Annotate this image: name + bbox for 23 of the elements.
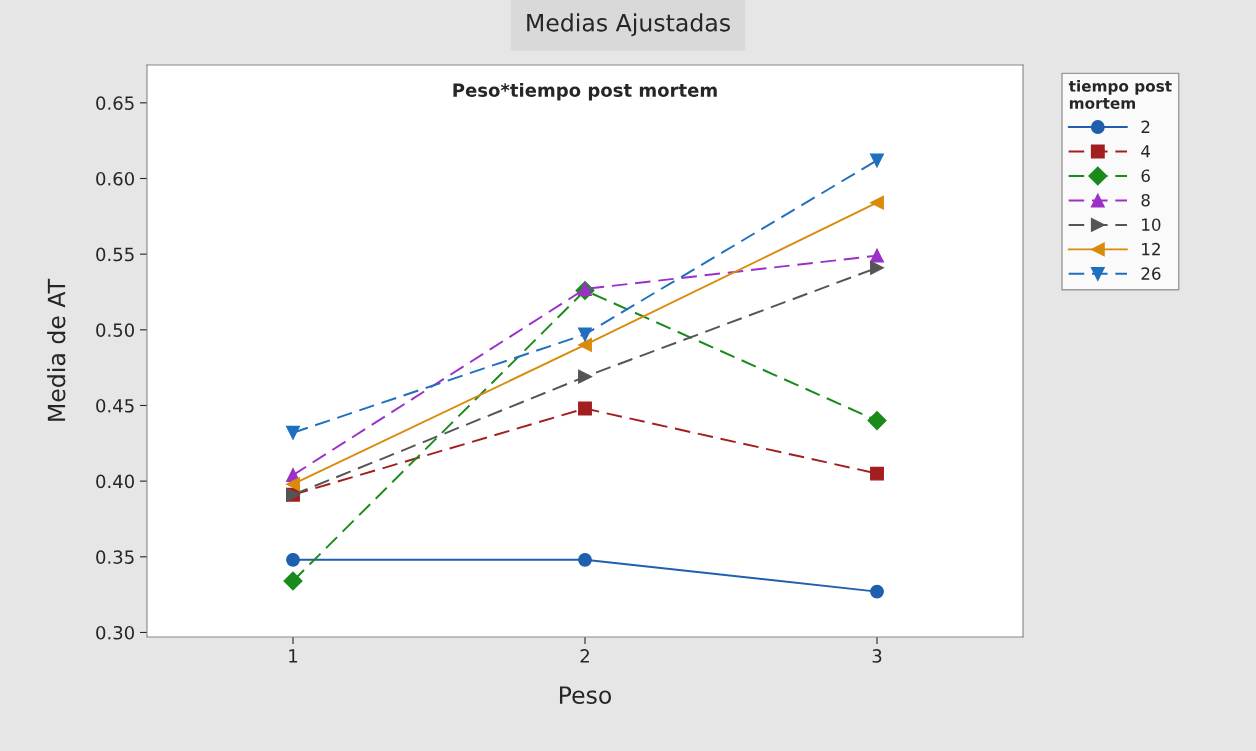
y-tick-label: 0.50 xyxy=(96,323,134,337)
legend-label: 4 xyxy=(1141,145,1150,158)
y-tick-label: 0.30 xyxy=(96,625,134,640)
y-tick-label: 0.35 xyxy=(96,550,134,564)
text: Peso*tiempo post mortem xyxy=(453,82,717,101)
y-tick-label: 0.45 xyxy=(96,398,134,413)
legend-label: 10 xyxy=(1142,218,1161,231)
legend-label: 8 xyxy=(1141,193,1150,207)
x-axis-title: Peso xyxy=(559,686,612,704)
chart-title: Medias Ajustadas xyxy=(527,13,730,37)
legend-label: 2 xyxy=(1141,120,1150,133)
legend-label: 6 xyxy=(1141,169,1150,183)
legend-title: tiempo post mortem xyxy=(1068,80,1172,109)
legend-label: 26 xyxy=(1141,267,1161,280)
y-tick-label: 0.60 xyxy=(96,171,134,186)
x-tick-label: 2 xyxy=(580,649,589,663)
y-tick-label: 0.55 xyxy=(96,247,134,262)
x-tick-label: 3 xyxy=(872,649,882,663)
y-tick-label: 0.65 xyxy=(96,96,134,110)
y-axis-title: Media de AT xyxy=(47,278,66,421)
y-tick-label: 0.40 xyxy=(96,474,134,489)
x-tick-label: 1 xyxy=(289,649,298,663)
legend-label: 12 xyxy=(1142,242,1160,256)
